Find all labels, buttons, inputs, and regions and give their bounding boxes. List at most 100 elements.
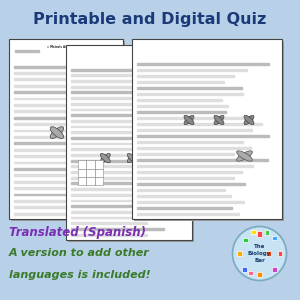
Ellipse shape [100, 154, 110, 163]
Bar [71, 182, 167, 184]
Bar [71, 200, 177, 201]
Bar [14, 123, 105, 125]
Bar [237, 251, 242, 256]
Bar [14, 66, 81, 68]
Bar [137, 183, 245, 184]
Bar [14, 200, 114, 202]
Ellipse shape [184, 116, 194, 124]
Bar [14, 85, 86, 87]
Bar [14, 149, 79, 151]
Bar [243, 238, 248, 242]
Bar [134, 41, 284, 221]
Ellipse shape [184, 116, 194, 124]
Bar [71, 148, 150, 150]
Bar [14, 117, 78, 118]
Bar [71, 120, 170, 122]
Bar [14, 79, 82, 80]
Bar [71, 137, 158, 139]
Bar [14, 187, 109, 189]
Ellipse shape [73, 127, 86, 139]
Bar [14, 168, 92, 170]
Text: A version to add other: A version to add other [9, 248, 150, 259]
Text: Translated (Spanish): Translated (Spanish) [9, 226, 146, 239]
Bar [71, 103, 157, 105]
Bar [14, 104, 102, 106]
Bar [137, 207, 232, 208]
Bar [266, 251, 271, 256]
Bar [137, 177, 234, 178]
Bar [95, 160, 103, 169]
Bar [265, 230, 269, 235]
Ellipse shape [100, 154, 110, 163]
Bar [14, 162, 86, 164]
Bar [71, 217, 177, 218]
Bar [15, 50, 39, 52]
Text: Biology: Biology [248, 251, 271, 256]
Bar [71, 234, 147, 236]
Bar [71, 194, 160, 196]
Bar [248, 271, 253, 275]
Bar [257, 231, 262, 237]
Bar [14, 174, 89, 176]
Ellipse shape [127, 154, 137, 163]
Bar [137, 141, 243, 142]
Bar [9, 39, 123, 219]
Bar [137, 105, 228, 106]
Bar [137, 87, 242, 88]
Text: Printable and Digital Quiz: Printable and Digital Quiz [33, 12, 267, 27]
Bar [137, 93, 243, 94]
Ellipse shape [214, 116, 224, 124]
Bar [71, 160, 180, 161]
Bar [251, 230, 256, 234]
Bar [71, 109, 158, 110]
Bar [86, 177, 95, 185]
Text: Bar: Bar [254, 258, 265, 262]
Bar [137, 129, 252, 130]
Bar [137, 201, 244, 203]
Bar [71, 222, 147, 224]
Bar [137, 195, 231, 197]
Bar [71, 131, 160, 133]
Bar [71, 165, 177, 167]
Bar [137, 153, 234, 154]
Ellipse shape [50, 127, 64, 139]
Bar [14, 110, 98, 112]
Bar [71, 69, 176, 70]
Bar [84, 50, 108, 52]
Bar [137, 171, 242, 172]
Bar [11, 41, 125, 221]
Bar [14, 194, 109, 195]
Bar [71, 92, 156, 93]
Bar [68, 47, 194, 242]
Bar [71, 74, 145, 76]
Bar [71, 126, 181, 127]
Bar [137, 117, 251, 118]
Ellipse shape [237, 151, 252, 161]
Bar [71, 211, 168, 213]
Bar [137, 165, 253, 167]
Bar [137, 189, 226, 190]
Text: The: The [254, 244, 265, 249]
Bar [137, 63, 269, 64]
Bar [14, 206, 92, 208]
Bar [137, 159, 268, 161]
Bar [257, 272, 262, 277]
Bar [86, 169, 95, 177]
Bar [71, 154, 181, 156]
Bar [272, 267, 277, 272]
Bar [95, 177, 103, 185]
Ellipse shape [154, 154, 164, 163]
Bar [71, 80, 172, 82]
Bar [137, 111, 226, 112]
Bar [137, 81, 224, 82]
Bar [71, 205, 152, 207]
Bar [132, 39, 282, 219]
Bar [14, 98, 110, 100]
Ellipse shape [50, 127, 64, 139]
Bar [14, 181, 80, 182]
Circle shape [232, 226, 286, 280]
Bar [137, 147, 250, 148]
Bar [137, 135, 269, 137]
Bar [278, 251, 282, 256]
Text: languages is included!: languages is included! [9, 269, 151, 280]
